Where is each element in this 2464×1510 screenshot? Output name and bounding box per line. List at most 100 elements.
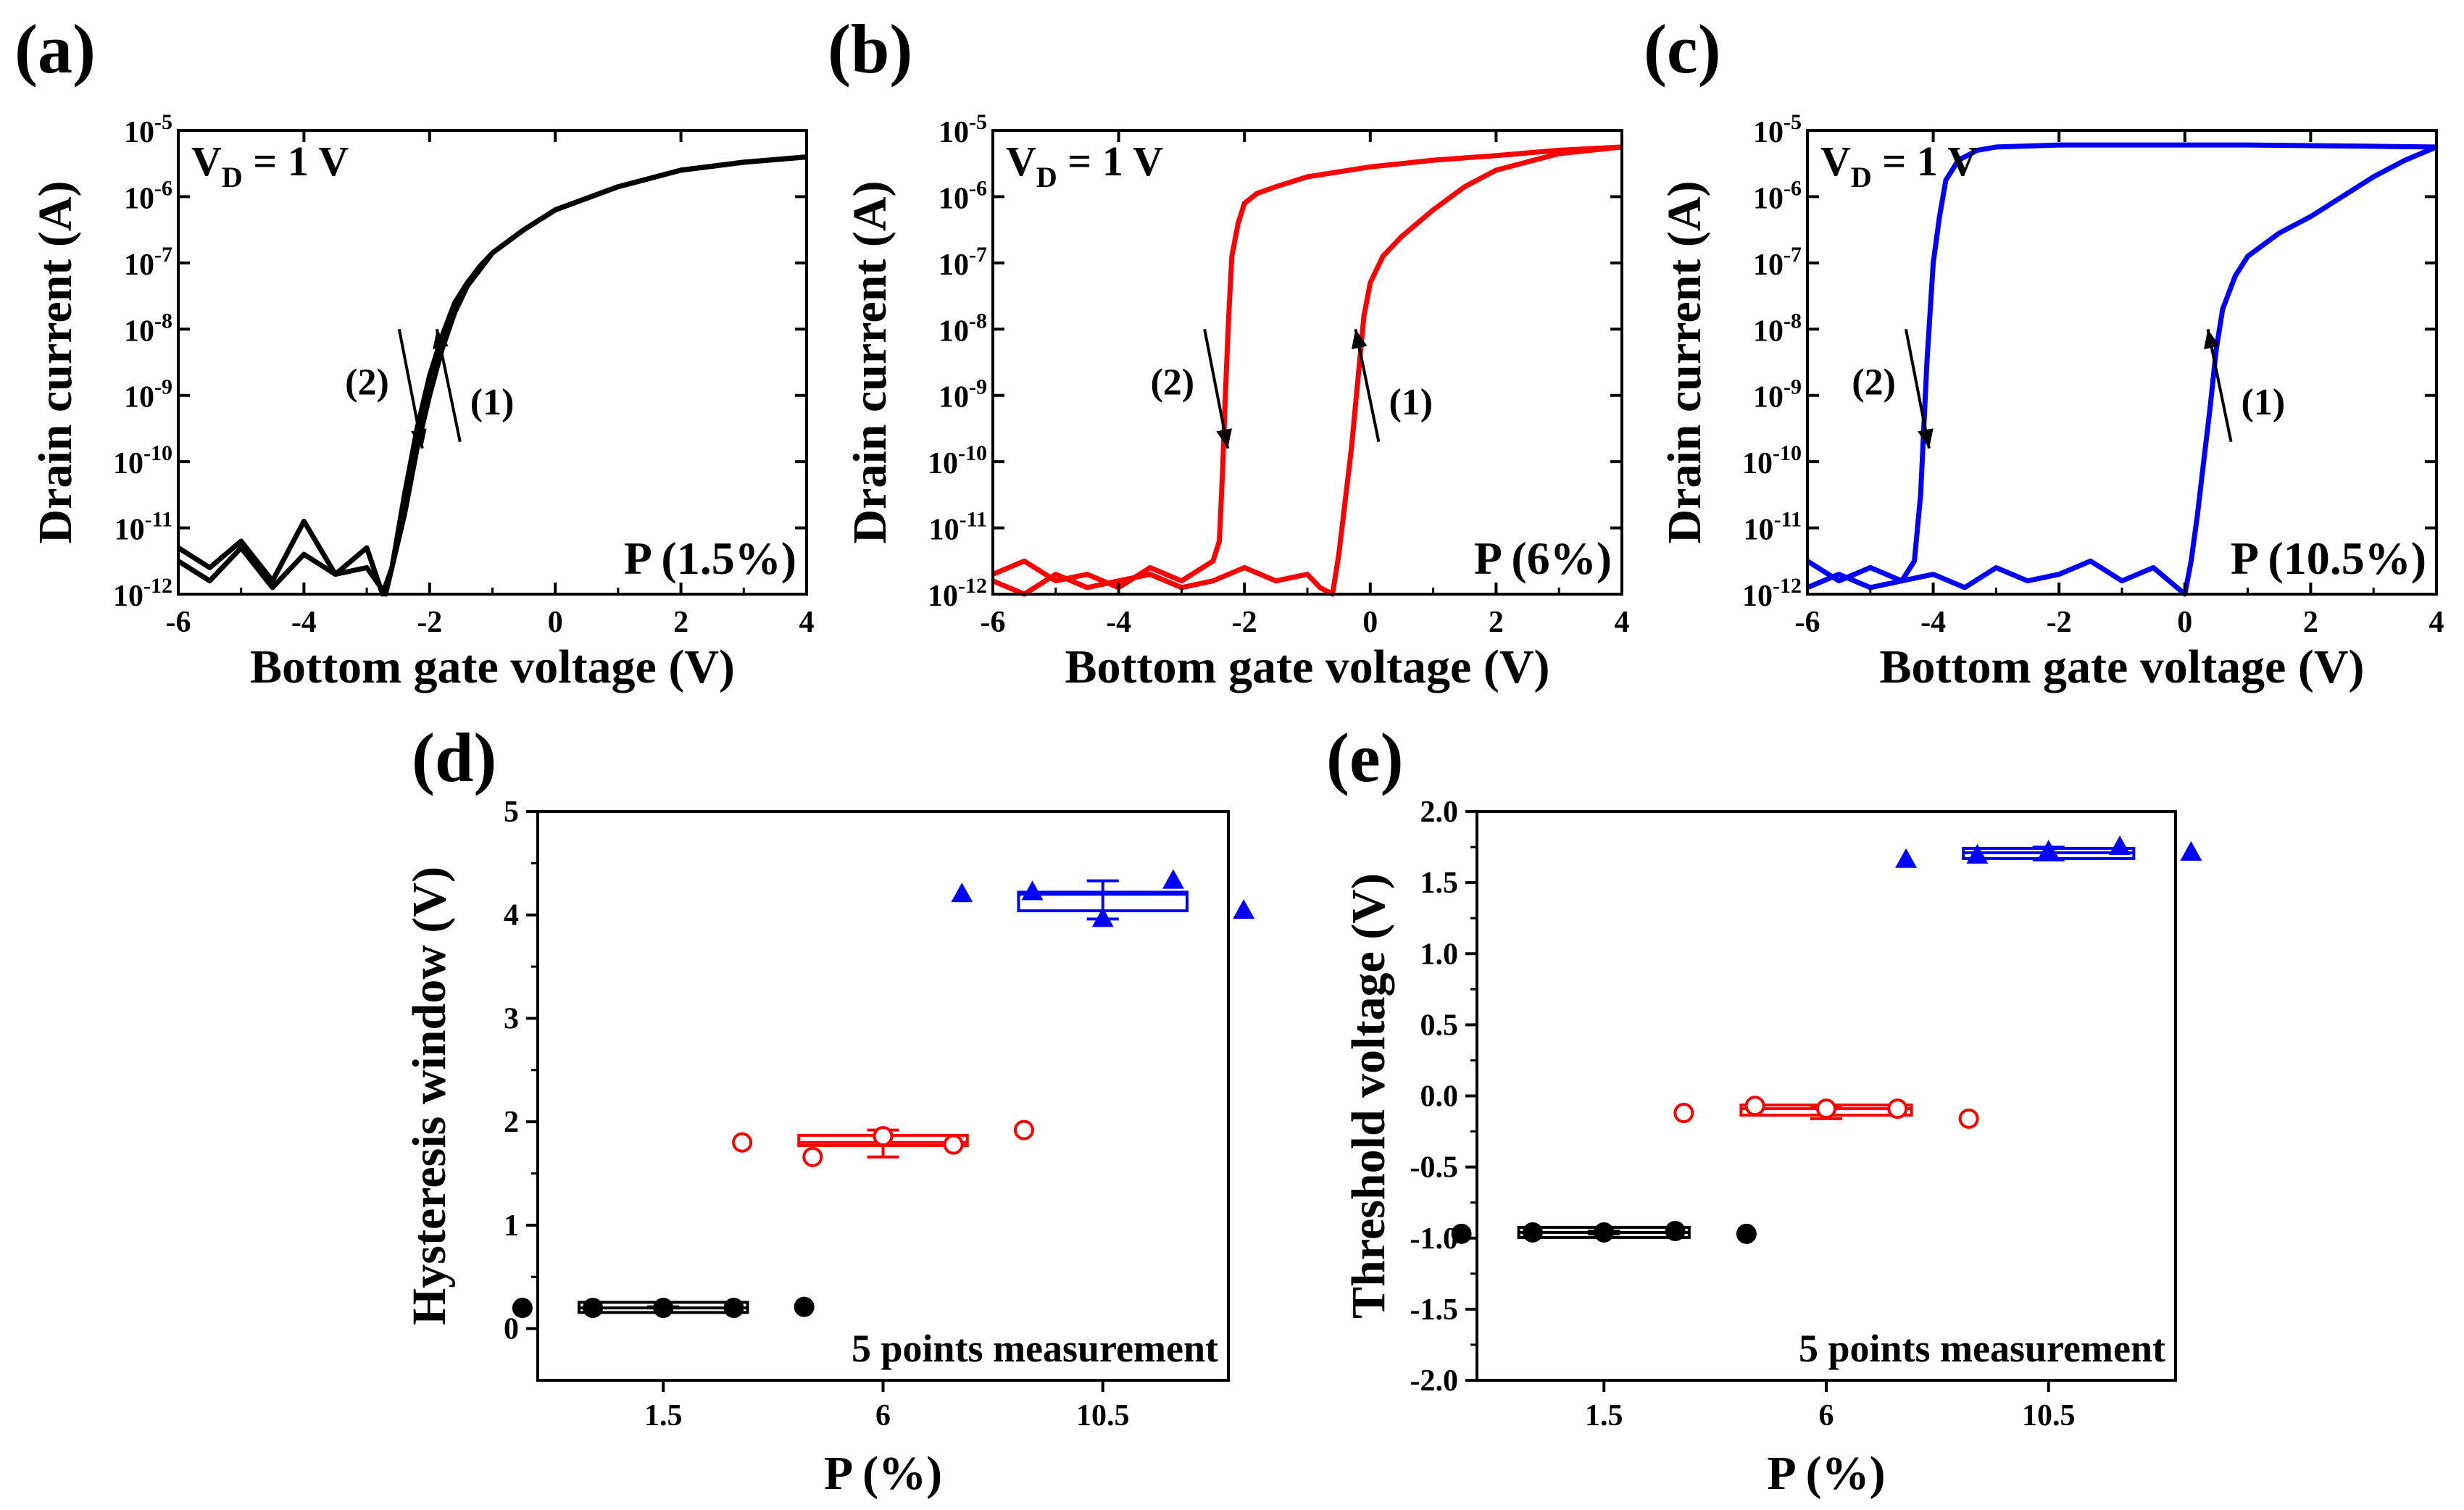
vd-annotation: VD = 1 V (1820, 138, 1978, 193)
data-point (1522, 1222, 1543, 1243)
plot-frame (536, 810, 1230, 1382)
sweep-line-(2) (1806, 142, 2437, 591)
vd-annotation: VD = 1 V (191, 138, 349, 193)
sweep-arrow-up (2206, 328, 2233, 443)
y-tick-label: 10-6 (1753, 176, 1802, 215)
box-chart-e: -2.0 -1.5 -1.0 -0.5 0.0 0.5 1.0 1.5 2.0 1.5 6 10.5 P… (1342, 796, 2202, 1500)
data-point (2037, 839, 2060, 859)
y-tick-label: 4 (504, 899, 519, 933)
y-tick-label: 10-8 (938, 309, 987, 348)
x-tick-label: -4 (1920, 606, 1946, 639)
y-tick-label: 10-10 (928, 441, 987, 480)
data-point (1594, 1222, 1615, 1243)
sweep-line-(2) (991, 144, 1623, 591)
sample-label: P (1.5%) (624, 533, 796, 584)
data-point (1021, 880, 1044, 901)
data-point (943, 1134, 964, 1155)
plot-frame (991, 129, 1623, 596)
sweep-line-(2) (177, 154, 807, 597)
data-point (1233, 899, 1255, 919)
data-point (1162, 869, 1184, 889)
sweep-arrow-head (1216, 428, 1232, 449)
y-tick-label: 1.0 (1420, 938, 1459, 971)
x-tick-label: -2 (1232, 606, 1257, 639)
x-axis-label: Bottom gate voltage (V) (250, 641, 735, 693)
y-tick-label: 0.0 (1420, 1080, 1459, 1114)
y-tick-label: 10-5 (938, 110, 987, 149)
y-tick-label: 0.5 (1420, 1009, 1459, 1042)
y-tick-label: 0 (504, 1313, 519, 1346)
data-point (583, 1298, 604, 1319)
y-tick-label: 10-5 (1753, 110, 1802, 149)
y-tick-label: 2.0 (1420, 796, 1459, 829)
y-tick-label: -1.5 (1410, 1293, 1459, 1327)
x-tick-label: 0 (1362, 606, 1378, 639)
sweep-arrow-head (2204, 329, 2220, 349)
sweep-arrow-down (397, 328, 424, 449)
y-tick-label: 10-5 (124, 110, 172, 149)
x-tick-label: -4 (291, 606, 317, 639)
sweep-arrow-up (435, 328, 462, 443)
sample-label: P (10.5%) (2231, 533, 2426, 584)
data-point (723, 1298, 744, 1319)
panel-label: (c) (1644, 10, 1721, 88)
iv-chart-b: -6 -4 -2 0 2 4 10-12 10-11 10-10 10-9 10-8 10-7 10-6… (844, 110, 1630, 693)
x-tick-label: 2 (1489, 606, 1504, 639)
x-axis-label: P (%) (824, 1447, 942, 1500)
sweep-label: (2) (1150, 362, 1194, 404)
y-axis-label: Drain current (A) (1658, 181, 1711, 544)
y-tick-label: 10-7 (938, 243, 987, 282)
y-tick-label: -0.5 (1410, 1151, 1459, 1185)
y-tick-label: 10-12 (113, 574, 172, 613)
x-tick-label: 4 (799, 606, 815, 639)
sweep-label: (1) (2242, 382, 2286, 423)
sweep-arrow-down (1904, 328, 1931, 449)
y-tick-label: 10-9 (938, 375, 987, 414)
y-tick-label: 1.5 (1420, 867, 1459, 900)
data-point (2180, 840, 2202, 861)
y-tick-label: 10-6 (938, 176, 987, 215)
data-point (1673, 1103, 1694, 1124)
y-tick-label: 3 (504, 1002, 519, 1035)
x-tick-label: 1.5 (644, 1399, 683, 1432)
x-tick-label: 2 (673, 606, 688, 639)
x-tick-label: 0 (2177, 606, 2192, 639)
x-tick-label: -6 (981, 606, 1006, 639)
y-tick-label: 10-8 (124, 309, 172, 348)
data-point (1958, 1108, 1979, 1129)
y-tick-label: 10-11 (115, 508, 172, 547)
panel-label: (b) (828, 10, 912, 88)
y-tick-label: 2 (504, 1106, 519, 1139)
panel-label: (e) (1326, 719, 1404, 796)
data-point (1816, 1098, 1836, 1119)
y-tick-label: -1.0 (1410, 1222, 1459, 1256)
iv-chart-c: -6 -4 -2 0 2 4 10-12 10-11 10-10 10-9 10-8 10-7 10-6… (1658, 110, 2444, 693)
y-tick-label: 10-6 (124, 176, 172, 215)
iv-chart-a: -6 -4 -2 0 2 4 10-12 10-11 10-10 10-9 10-8 10-7 10-6… (29, 110, 815, 693)
x-tick-label: 10.5 (2022, 1399, 2076, 1432)
y-axis-label: Drain current (A) (29, 181, 82, 544)
data-point (512, 1298, 533, 1319)
y-tick-label: 10-12 (928, 574, 987, 613)
data-point (794, 1296, 815, 1317)
data-point (653, 1298, 674, 1319)
data-point (802, 1146, 823, 1167)
sample-label: P (6%) (1474, 533, 1612, 584)
y-tick-label: 10-11 (929, 508, 987, 547)
sweep-line-(1) (1806, 144, 2438, 597)
y-tick-label: 10-7 (124, 243, 172, 282)
data-point (1895, 848, 1918, 868)
x-tick-label: -6 (166, 606, 191, 639)
plot-frame (1476, 810, 2177, 1382)
panel-label: (d) (412, 719, 496, 796)
measurement-annotation: 5 points measurement (852, 1327, 1218, 1370)
x-tick-label: -4 (1106, 606, 1131, 639)
panel-label: (a) (14, 10, 96, 88)
x-tick-label: 4 (2429, 606, 2444, 639)
x-tick-label: 6 (875, 1399, 891, 1432)
y-tick-label: 10-7 (1753, 243, 1802, 282)
data-point (1736, 1223, 1757, 1244)
data-point (1451, 1223, 1472, 1244)
y-tick-label: 10-10 (113, 441, 172, 480)
